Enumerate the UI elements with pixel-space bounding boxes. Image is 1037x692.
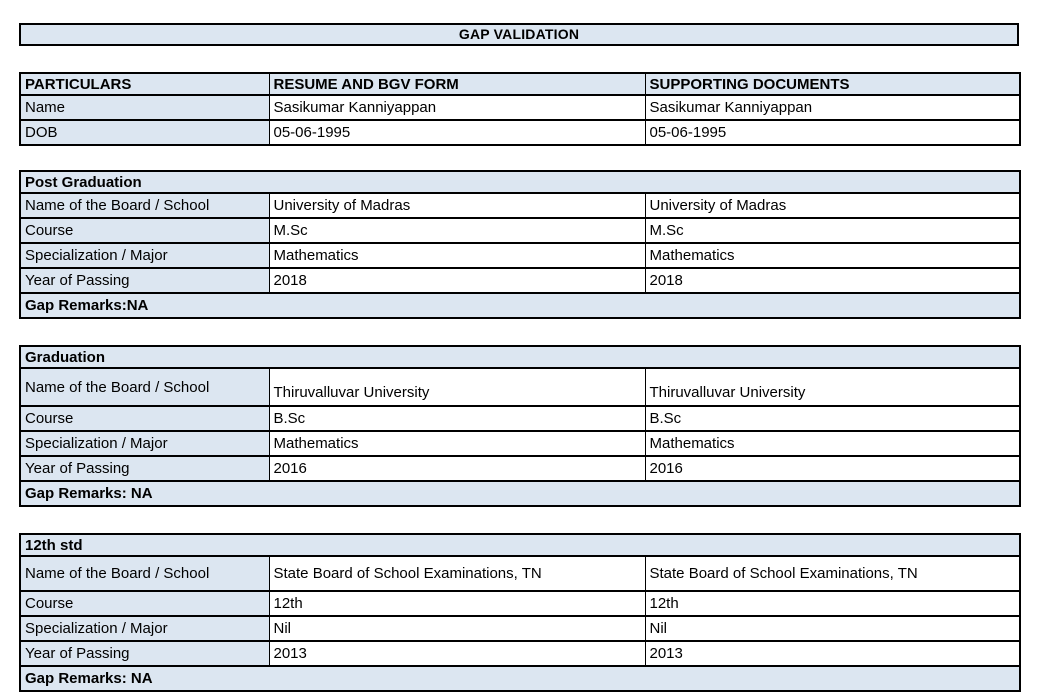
- resume-cell: Sasikumar Kanniyappan: [268, 94, 646, 121]
- supporting-cell: Thiruvalluvar University: [644, 367, 1021, 407]
- resume-cell: 2016: [268, 455, 646, 482]
- gap-remarks: Gap Remarks: NA: [19, 480, 1021, 507]
- row-label-cell: Specialization / Major: [19, 242, 270, 269]
- row-label-cell: Year of Passing: [19, 640, 270, 667]
- table-row-board: Name of the Board / School Thiruvalluvar…: [19, 367, 1021, 407]
- column-header-resume: RESUME AND BGV FORM: [268, 72, 646, 96]
- resume-cell: Nil: [268, 615, 646, 642]
- gap-remarks-row: Gap Remarks: NA: [19, 665, 1021, 692]
- resume-cell: Mathematics: [268, 430, 646, 457]
- section-heading: 12th std: [19, 533, 1021, 557]
- table-row-board: Name of the Board / School State Board o…: [19, 555, 1021, 592]
- supporting-cell: B.Sc: [644, 405, 1021, 432]
- row-label-cell: Name: [19, 94, 270, 121]
- table-row-dob: DOB 05-06-1995 05-06-1995: [19, 119, 1021, 146]
- table-row-board: Name of the Board / School University of…: [19, 192, 1021, 219]
- supporting-cell: 2018: [644, 267, 1021, 294]
- resume-cell: 12th: [268, 590, 646, 617]
- supporting-cell: 05-06-1995: [644, 119, 1021, 146]
- supporting-cell: 2016: [644, 455, 1021, 482]
- section-heading-row: Post Graduation: [19, 170, 1021, 194]
- section-heading: Post Graduation: [19, 170, 1021, 194]
- section-table-post-graduation: Post Graduation Name of the Board / Scho…: [19, 170, 1022, 319]
- resume-cell: M.Sc: [268, 217, 646, 244]
- supporting-cell: Mathematics: [644, 430, 1021, 457]
- row-label-cell: Specialization / Major: [19, 430, 270, 457]
- supporting-cell: M.Sc: [644, 217, 1021, 244]
- table-row-specialization: Specialization / Major Mathematics Mathe…: [19, 242, 1021, 269]
- table-row-course: Course B.Sc B.Sc: [19, 405, 1021, 432]
- resume-cell: Thiruvalluvar University: [268, 367, 646, 407]
- row-label-cell: Name of the Board / School: [19, 367, 270, 407]
- table-row-specialization: Specialization / Major Nil Nil: [19, 615, 1021, 642]
- row-label-cell: DOB: [19, 119, 270, 146]
- resume-cell: 2013: [268, 640, 646, 667]
- row-label-cell: Course: [19, 217, 270, 244]
- supporting-cell: Nil: [644, 615, 1021, 642]
- document-title: GAP VALIDATION: [19, 23, 1019, 46]
- section-table-graduation: Graduation Name of the Board / School Th…: [19, 345, 1022, 507]
- section-table-12th-std: 12th std Name of the Board / School Stat…: [19, 533, 1022, 692]
- supporting-cell: Mathematics: [644, 242, 1021, 269]
- supporting-cell: 12th: [644, 590, 1021, 617]
- row-label-cell: Course: [19, 590, 270, 617]
- row-label-cell: Name of the Board / School: [19, 555, 270, 592]
- row-label-cell: Year of Passing: [19, 455, 270, 482]
- column-header-supporting: SUPPORTING DOCUMENTS: [644, 72, 1021, 96]
- row-label-cell: Year of Passing: [19, 267, 270, 294]
- gap-remarks: Gap Remarks: NA: [19, 665, 1021, 692]
- resume-cell: 2018: [268, 267, 646, 294]
- supporting-cell: State Board of School Examinations, TN: [644, 555, 1021, 592]
- supporting-cell: University of Madras: [644, 192, 1021, 219]
- particulars-table: PARTICULARS RESUME AND BGV FORM SUPPORTI…: [19, 72, 1021, 146]
- section-heading-row: 12th std: [19, 533, 1021, 557]
- resume-cell: Mathematics: [268, 242, 646, 269]
- section-heading: Graduation: [19, 345, 1021, 369]
- section-heading-row: Graduation: [19, 345, 1021, 369]
- supporting-cell: 2013: [644, 640, 1021, 667]
- table-row-year: Year of Passing 2013 2013: [19, 640, 1021, 667]
- resume-cell: University of Madras: [268, 192, 646, 219]
- table-row-year: Year of Passing 2016 2016: [19, 455, 1021, 482]
- particulars-header-row: PARTICULARS RESUME AND BGV FORM SUPPORTI…: [19, 72, 1021, 96]
- table-row-name: Name Sasikumar Kanniyappan Sasikumar Kan…: [19, 94, 1021, 121]
- resume-cell: B.Sc: [268, 405, 646, 432]
- resume-cell: 05-06-1995: [268, 119, 646, 146]
- table-row-course: Course M.Sc M.Sc: [19, 217, 1021, 244]
- gap-remarks-row: Gap Remarks: NA: [19, 480, 1021, 507]
- column-header-particulars: PARTICULARS: [19, 72, 270, 96]
- row-label-cell: Specialization / Major: [19, 615, 270, 642]
- table-row-specialization: Specialization / Major Mathematics Mathe…: [19, 430, 1021, 457]
- gap-remarks-row: Gap Remarks:NA: [19, 292, 1021, 319]
- row-label-cell: Course: [19, 405, 270, 432]
- row-label-cell: Name of the Board / School: [19, 192, 270, 219]
- resume-cell: State Board of School Examinations, TN: [268, 555, 646, 592]
- table-row-course: Course 12th 12th: [19, 590, 1021, 617]
- supporting-cell: Sasikumar Kanniyappan: [644, 94, 1021, 121]
- gap-remarks: Gap Remarks:NA: [19, 292, 1021, 319]
- table-row-year: Year of Passing 2018 2018: [19, 267, 1021, 294]
